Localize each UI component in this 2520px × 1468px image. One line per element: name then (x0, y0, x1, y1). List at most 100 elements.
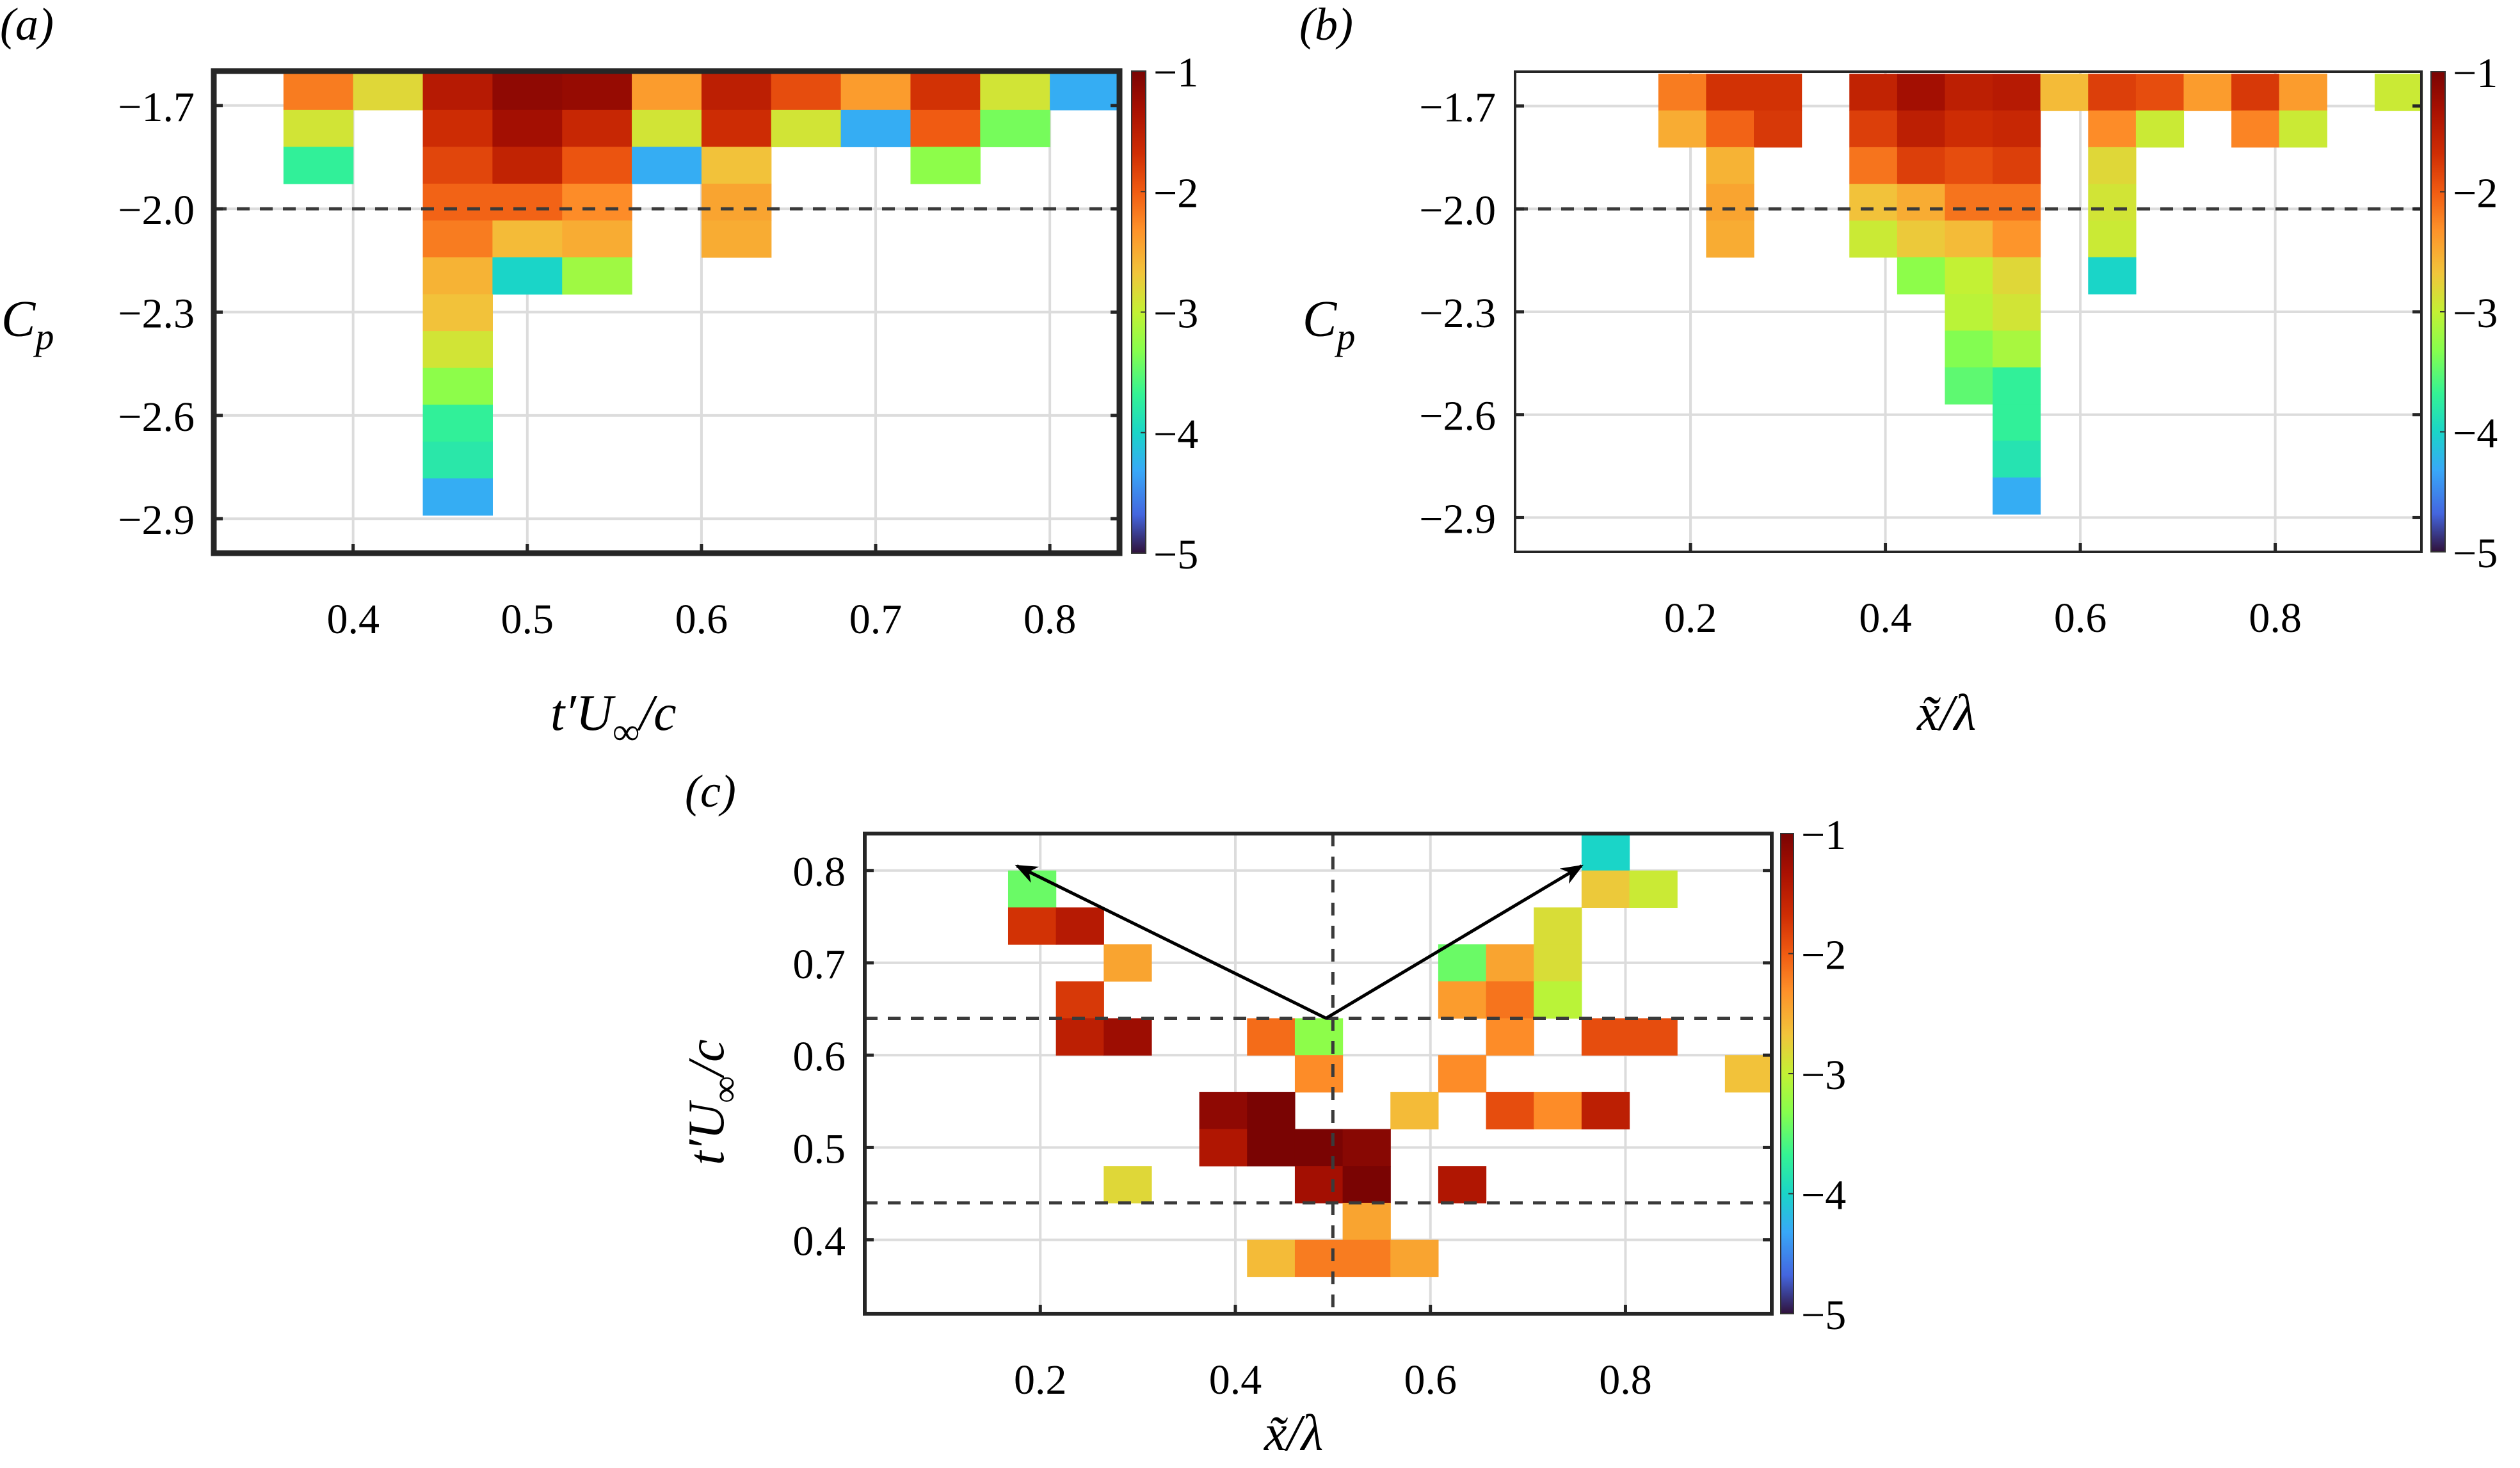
heatmap-cell (2279, 110, 2327, 148)
heatmap-cell (1993, 184, 2041, 222)
panel-b-ylabel: Cp (1303, 291, 1355, 357)
heatmap-cell (492, 183, 563, 222)
colorbar-tick-label: −3 (1153, 291, 1198, 337)
heatmap-cell (1993, 257, 2041, 294)
y-tick-label: −2.6 (118, 394, 195, 440)
heatmap-cell (562, 257, 632, 295)
heatmap-cell (1199, 1129, 1248, 1166)
panel-label-c: (c) (685, 766, 736, 817)
panel-c-xlabel: x̃/λ (1264, 1405, 1323, 1462)
y-tick-label: −2.3 (1419, 290, 1496, 337)
heatmap-cell (1945, 110, 1993, 148)
colorbar-tick-label: −2 (2453, 170, 2498, 217)
heatmap-cell (632, 147, 702, 184)
heatmap-cell (1007, 907, 1057, 945)
heatmap-cell (1993, 404, 2041, 442)
panel-b-ticks: 0.2 0.4 0.6 0.8 −1.7 −2.0 −2.3 −2.6 −2.9 (1419, 85, 2421, 641)
x-tick-label: 0.2 (1014, 1357, 1067, 1403)
heatmap-cell (283, 147, 354, 184)
heatmap-cell (1438, 944, 1487, 982)
heatmap-cell (1849, 74, 1898, 111)
x-tick-label: 0.8 (2249, 595, 2302, 641)
y-tick-label: −2.0 (1419, 187, 1496, 234)
heatmap-cell (1390, 1239, 1439, 1277)
heatmap-cell (1055, 1018, 1104, 1056)
heatmap-cell (1581, 834, 1630, 871)
heatmap-cell (2135, 74, 2185, 111)
heatmap-cell (1294, 1239, 1344, 1277)
y-tick-label: −2.6 (1419, 393, 1496, 440)
heatmap-cell (701, 183, 772, 222)
heatmap-cell (1007, 870, 1057, 908)
heatmap-cell (1706, 74, 1754, 111)
y-tick-label: 0.8 (793, 849, 846, 896)
heatmap-cell (1706, 110, 1754, 148)
heatmap-cell (1486, 944, 1534, 982)
heatmap-cell (1438, 981, 1487, 1019)
heatmap-cell (2088, 147, 2137, 184)
heatmap-cell (1438, 1166, 1487, 1204)
panel-a-colorbar: −1 −2 −3 −4 −5 (1131, 49, 1198, 578)
heatmap-cell (492, 109, 563, 147)
colorbar-tick-label: −3 (2453, 290, 2498, 337)
heatmap-cell (1993, 110, 2041, 148)
heatmap-cell (1706, 184, 1754, 222)
heatmap-cell (2183, 74, 2232, 111)
x-tick-label: 0.8 (1023, 596, 1077, 643)
panel-a-xlabel: t′U∞/c (550, 685, 677, 752)
heatmap-cell (1294, 1129, 1344, 1166)
heatmap-cell (492, 220, 563, 258)
heatmap-cell (771, 109, 842, 147)
panel-c-frame (863, 832, 1774, 1316)
panel-a-ticks: 0.4 0.5 0.6 0.7 0.8 −1.7 −2.0 −2.3 −2.6 −2.9 (118, 84, 1120, 643)
panel-b-colorbar: −1 −2 −3 −4 −5 (2430, 50, 2498, 577)
heatmap-cell (283, 109, 354, 147)
heatmap-cell (1247, 1092, 1296, 1130)
heatmap-cell (1581, 870, 1630, 908)
heatmap-cell (771, 73, 842, 111)
heatmap-cell (1486, 981, 1534, 1019)
panel-a: (a) 0.4 0.5 0.6 0.7 0.8−1.7−2.0−2.3−2.6−2.9 … (0, 0, 1198, 752)
panel-label-a: (a) (0, 0, 54, 50)
colorbar-tick-label: −4 (1153, 411, 1198, 458)
heatmap-cell (1629, 870, 1678, 908)
heatmap-cell (701, 109, 772, 147)
heatmap-cell (492, 147, 563, 184)
heatmap-cell (980, 73, 1050, 111)
axes-frame (863, 832, 1774, 1316)
heatmap-cell (2231, 74, 2280, 111)
heatmap-cell (1849, 110, 1898, 148)
heatmap-cell (2088, 74, 2137, 111)
panel-c-colorbar: −1 −2 −3 −4 −5 (1780, 812, 1846, 1339)
heatmap-cell (1945, 147, 1993, 184)
heatmap-cell (840, 73, 911, 111)
heatmap-cell (840, 109, 911, 147)
heatmap-cell (1754, 74, 1802, 111)
heatmap-cell (1993, 220, 2041, 258)
heatmap-cell (1294, 1018, 1344, 1056)
heatmap-cell (1945, 184, 1993, 222)
colorbar-tick-label: −5 (1153, 531, 1198, 578)
heatmap-cell (2088, 184, 2137, 222)
heatmap-cell (701, 220, 772, 258)
heatmap-cell (1486, 1092, 1534, 1130)
heatmap-cell (1247, 1239, 1296, 1277)
panel-b-xlabel: x̃/λ (1916, 685, 1976, 741)
heatmap-cell (562, 183, 632, 222)
panel-b-heatmap (1658, 74, 2423, 515)
y-tick-label: 0.5 (793, 1125, 846, 1172)
x-tick-label: 0.4 (1209, 1357, 1262, 1403)
heatmap-cell (422, 257, 493, 295)
heatmap-cell (353, 73, 424, 111)
heatmap-cell (1897, 257, 1946, 294)
heatmap-cell (1945, 220, 1993, 258)
heatmap-cell (2088, 257, 2137, 294)
heatmap-cell (1581, 1018, 1630, 1056)
y-tick-label: 0.4 (793, 1218, 846, 1265)
heatmap-cell (1658, 110, 1707, 148)
heatmap-cell (1104, 944, 1152, 982)
x-tick-label: 0.2 (1664, 595, 1717, 641)
colorbar-tick-label: −5 (1801, 1292, 1846, 1339)
heatmap-cell (1581, 1092, 1630, 1130)
